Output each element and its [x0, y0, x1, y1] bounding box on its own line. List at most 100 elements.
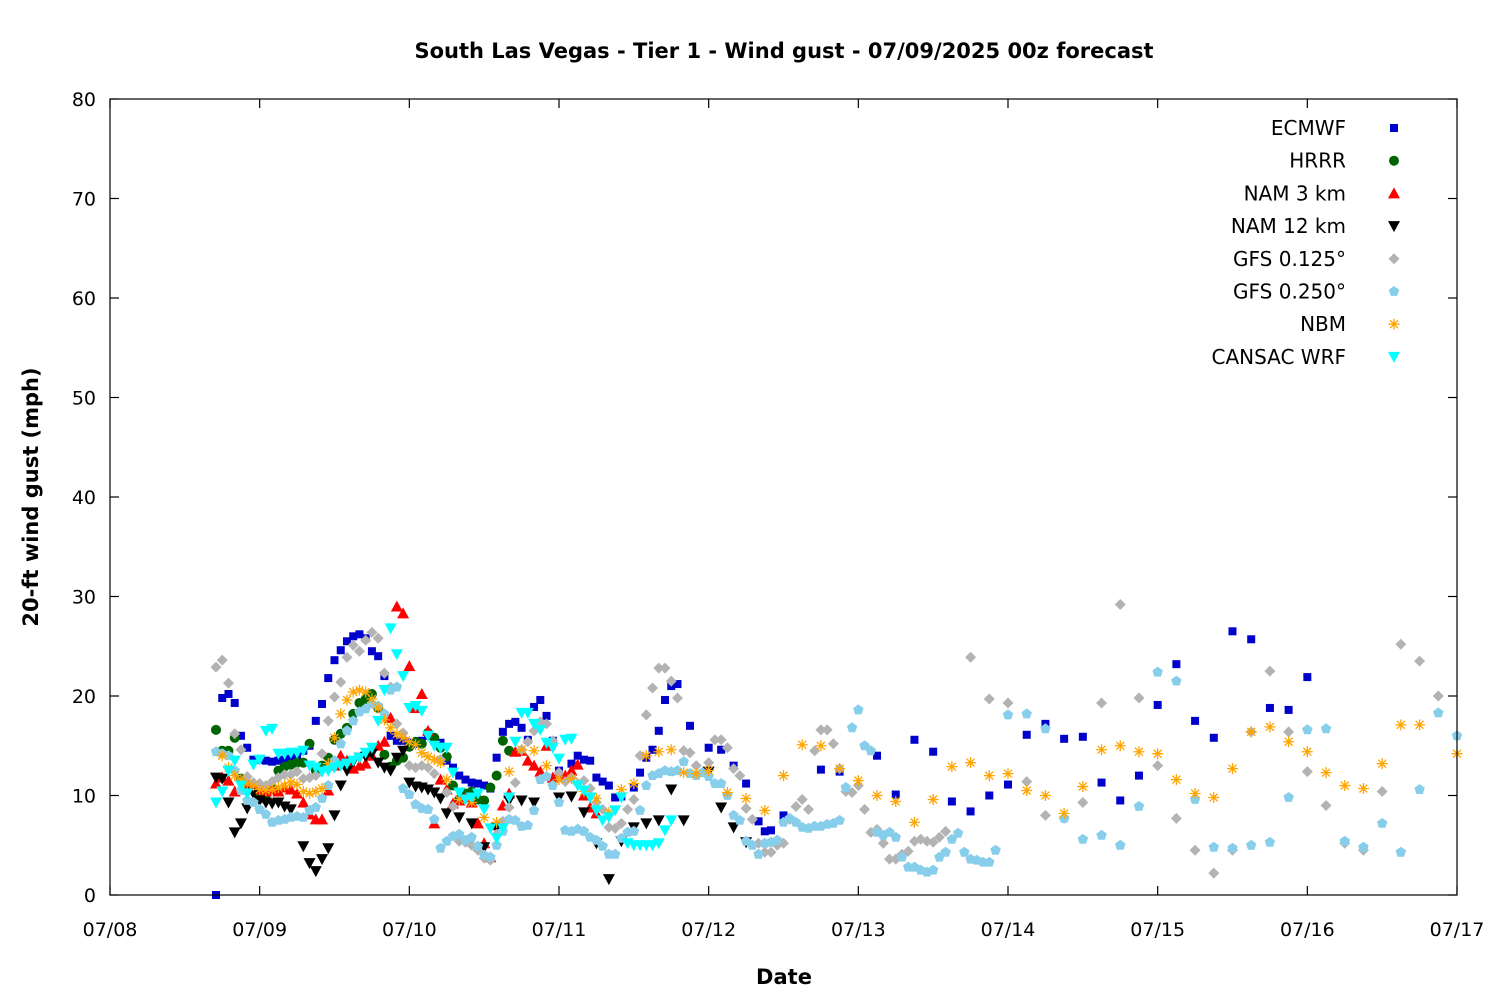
- point-gfs-0-250: [1040, 723, 1051, 734]
- point-gfs-0-125: [1414, 655, 1426, 667]
- legend-marker-ecmwf: [1390, 124, 1398, 132]
- point-nbm: [503, 766, 515, 778]
- legend-marker-gfs-0-250: [1388, 286, 1400, 296]
- point-nbm: [1301, 746, 1313, 758]
- legend-label-gfs-0-125: GFS 0.125°: [1233, 247, 1346, 271]
- point-gfs-0-250: [1002, 709, 1014, 720]
- legend-label-ecmwf: ECMWF: [1271, 116, 1346, 140]
- point-gfs-0-125: [279, 769, 291, 781]
- point-cansac-wrf: [378, 685, 391, 697]
- legend-marker-nam-12-km: [1388, 221, 1400, 233]
- point-gfs-0-125: [1395, 638, 1407, 650]
- point-nam-12-km: [565, 791, 578, 803]
- point-cansac-wrf: [528, 718, 541, 730]
- point-ecmwf: [1172, 660, 1181, 669]
- point-cansac-wrf: [615, 792, 628, 804]
- point-gfs-0-250: [884, 826, 895, 837]
- point-nam-3-km: [521, 754, 534, 766]
- point-nbm: [721, 787, 733, 799]
- legend-marker-nam-3-km: [1388, 187, 1400, 199]
- point-nam-12-km: [465, 818, 478, 830]
- point-ecmwf: [455, 771, 464, 780]
- point-gfs-0-250: [466, 831, 477, 842]
- point-ecmwf: [573, 751, 582, 760]
- point-ecmwf: [673, 680, 682, 689]
- point-nbm: [965, 757, 977, 769]
- point-gfs-0-250: [896, 851, 908, 862]
- point-gfs-0-250: [1115, 839, 1126, 850]
- chart-title: South Las Vegas - Tier 1 - Wind gust - 0…: [414, 39, 1153, 63]
- point-cansac-wrf: [553, 753, 565, 765]
- point-ecmwf: [236, 731, 245, 740]
- point-gfs-0-125: [235, 744, 247, 756]
- point-nam-12-km: [652, 815, 665, 827]
- point-gfs-0-125: [372, 632, 384, 644]
- point-gfs-0-125: [1002, 697, 1014, 709]
- point-gfs-0-125: [983, 693, 995, 705]
- point-nbm: [435, 757, 447, 769]
- point-nbm: [516, 744, 528, 756]
- point-cansac-wrf: [540, 737, 553, 749]
- point-ecmwf: [243, 743, 252, 752]
- point-cansac-wrf: [521, 707, 534, 719]
- point-nbm: [1227, 763, 1238, 775]
- y-tick-label: 60: [72, 288, 96, 310]
- point-gfs-0-125: [940, 825, 952, 837]
- point-nbm: [1114, 740, 1126, 752]
- point-gfs-0-125: [316, 748, 328, 760]
- point-nam-12-km: [334, 780, 347, 792]
- point-nbm: [1283, 736, 1295, 748]
- point-gfs-0-250: [1227, 842, 1238, 853]
- point-nbm: [565, 773, 577, 785]
- point-ecmwf: [536, 695, 545, 704]
- point-nbm: [653, 746, 665, 758]
- point-cansac-wrf: [602, 812, 615, 824]
- point-nbm: [541, 760, 553, 772]
- point-nbm: [403, 736, 415, 748]
- point-ecmwf: [342, 637, 351, 646]
- point-cansac-wrf: [484, 823, 497, 835]
- point-gfs-0-250: [510, 814, 521, 825]
- point-nam-12-km: [434, 793, 447, 805]
- point-gfs-0-125: [1301, 766, 1313, 778]
- point-ecmwf: [392, 736, 401, 745]
- point-ecmwf: [461, 775, 470, 784]
- point-gfs-0-250: [840, 782, 852, 792]
- point-gfs-0-125: [877, 837, 889, 849]
- point-nam-3-km: [565, 764, 578, 776]
- x-tick-label: 07/16: [1280, 919, 1335, 941]
- point-nbm: [416, 747, 428, 759]
- point-gfs-0-250: [260, 808, 272, 819]
- point-gfs-0-250: [834, 814, 845, 825]
- point-ecmwf: [891, 790, 900, 799]
- point-nbm: [640, 750, 652, 762]
- point-gfs-0-250: [984, 856, 995, 867]
- point-gfs-0-125: [703, 757, 715, 769]
- point-gfs-0-250: [790, 816, 802, 827]
- point-gfs-0-250: [1376, 817, 1388, 828]
- point-cansac-wrf: [471, 788, 484, 800]
- point-cansac-wrf: [440, 742, 453, 754]
- point-cansac-wrf: [390, 649, 403, 661]
- y-tick-label: 80: [72, 89, 96, 111]
- point-cansac-wrf: [384, 623, 397, 635]
- point-gfs-0-125: [391, 718, 403, 730]
- point-gfs-0-250: [634, 804, 646, 815]
- point-nbm: [1208, 791, 1220, 803]
- point-ecmwf: [567, 759, 576, 768]
- point-nbm: [1245, 726, 1257, 738]
- point-cansac-wrf: [210, 797, 223, 809]
- point-hrrr: [491, 770, 502, 781]
- point-cansac-wrf: [659, 825, 672, 837]
- point-ecmwf: [648, 745, 657, 754]
- point-ecmwf: [754, 817, 763, 826]
- point-nbm: [983, 770, 995, 782]
- legend-label-cansac-wrf: CANSAC WRF: [1211, 345, 1346, 369]
- point-gfs-0-125: [291, 766, 303, 778]
- x-tick-label: 07/14: [981, 919, 1036, 941]
- point-gfs-0-250: [391, 681, 403, 692]
- legend-marker-nbm: [1388, 318, 1400, 330]
- point-nbm: [285, 777, 297, 789]
- y-tick-label: 50: [72, 388, 96, 410]
- point-ecmwf: [1247, 635, 1256, 644]
